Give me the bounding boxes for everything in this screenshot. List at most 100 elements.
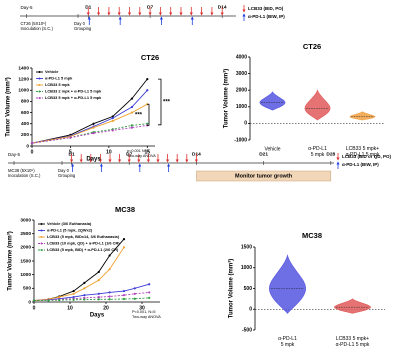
- legend-marker: [40, 236, 43, 238]
- data-point: [108, 291, 111, 294]
- y-tick-label: 500: [23, 286, 31, 292]
- y-tick-label: 0: [28, 299, 31, 305]
- data-point: [92, 132, 95, 135]
- y-tick-label: 2000: [20, 245, 31, 251]
- chart-title: MC38: [115, 205, 135, 214]
- series-line: [33, 283, 150, 302]
- series-line: [31, 103, 148, 144]
- timeline-legend: α-PD-L1 (BIW, IP): [342, 162, 379, 167]
- legend-label: LCB33 2 mpk + α-PD-L1 5 mpk: [45, 89, 102, 94]
- phase-box: [196, 170, 332, 182]
- data-point: [72, 289, 75, 293]
- y-tick-label: 600: [21, 110, 29, 116]
- x-tick-label: α-PD-L1 5 mpk: [308, 146, 327, 158]
- x-axis-label: Days: [90, 313, 105, 319]
- y-tick-label: 0: [249, 307, 252, 313]
- legend-marker: [38, 97, 41, 99]
- timeline-day: D28: [326, 151, 335, 157]
- data-point: [146, 78, 149, 81]
- y-tick-label: -500: [242, 327, 252, 333]
- data-point: [130, 105, 134, 109]
- data-point: [58, 295, 61, 299]
- x-tick-label: α-PD-L1 5 mpk: [278, 336, 297, 348]
- chart-title: CT26: [141, 53, 159, 62]
- y-tick-label: 1000: [241, 265, 252, 271]
- series-line: [31, 78, 148, 144]
- y-tick-label: 1000: [18, 88, 29, 94]
- data-point: [97, 270, 100, 274]
- y-tick-label: -1000: [234, 137, 247, 143]
- y-tick-label: 3000: [236, 71, 247, 77]
- y-tick-label: 0: [26, 143, 29, 149]
- data-point: [30, 142, 34, 145]
- data-point: [83, 298, 86, 301]
- timeline-legend: α-PD-L1 (BIW, IP): [248, 14, 285, 19]
- legend-label: LCB33 5 mpk: [45, 82, 70, 87]
- data-point: [122, 246, 126, 249]
- timeline-inoculation: MC38 (5X10⁵) Inoculation (S.C.): [8, 168, 41, 178]
- legend-marker: [38, 71, 41, 73]
- data-point: [83, 281, 86, 284]
- significance-bracket: [147, 103, 150, 126]
- data-point: [133, 297, 136, 300]
- y-tick-label: 1200: [18, 76, 29, 82]
- data-point: [58, 298, 61, 302]
- y-tick-label: 2000: [236, 88, 247, 94]
- significance: ***: [163, 100, 171, 106]
- data-point: [111, 117, 114, 120]
- legend-marker: [38, 77, 41, 80]
- data-point: [111, 115, 114, 118]
- stat-note: p<0.001 N=5: [127, 149, 149, 153]
- timeline-grouping: Day 0 Grouping: [58, 168, 76, 178]
- data-point: [83, 294, 86, 297]
- x-axis-label: Days: [86, 157, 101, 163]
- legend-label: LCB33 (5 mpk, BID) + α-PD-L1 (2/6 CR): [47, 247, 119, 252]
- y-tick-label: 1500: [241, 244, 252, 250]
- data-point: [122, 297, 126, 301]
- violin: [333, 298, 372, 314]
- chart-title: MC38: [302, 231, 322, 240]
- stat-note: Two-way ANOVA: [127, 154, 156, 158]
- data-point: [122, 294, 126, 297]
- y-axis-label: Tumor Volume (mm³): [228, 259, 235, 318]
- data-point: [69, 136, 72, 139]
- data-point: [32, 299, 36, 302]
- data-point: [97, 298, 100, 301]
- stat-note: Two-way ANOVA: [132, 315, 161, 319]
- x-tick-label: Vehicle: [264, 146, 280, 152]
- series-line: [33, 291, 150, 302]
- legend-marker: [40, 223, 43, 225]
- x-tick-label: 20: [103, 305, 109, 311]
- data-point: [130, 126, 134, 129]
- violin: [268, 254, 307, 314]
- data-point: [83, 296, 86, 299]
- data-point: [111, 129, 114, 132]
- data-point: [130, 124, 134, 127]
- data-point: [148, 283, 151, 286]
- data-point: [133, 287, 136, 290]
- data-point: [122, 289, 126, 293]
- timeline-start: Day-5: [8, 152, 21, 157]
- data-point: [72, 295, 75, 299]
- phase-label: Monitor tumor growth: [235, 173, 293, 179]
- significance: ***: [135, 112, 143, 118]
- data-point: [108, 268, 111, 271]
- data-point: [130, 111, 134, 114]
- data-point: [146, 89, 149, 92]
- y-tick-label: 1400: [18, 65, 29, 71]
- timeline-legend: LCB33 (BID, PO): [248, 6, 284, 11]
- legend-marker: [40, 249, 43, 251]
- violin: [304, 89, 331, 121]
- significance-bracket: [158, 78, 162, 126]
- x-tick-label: 10: [67, 305, 73, 311]
- y-tick-label: 4000: [236, 54, 247, 60]
- data-point: [83, 287, 86, 290]
- stat-note: P<0.001, N=5: [132, 310, 155, 314]
- series-line: [33, 297, 150, 302]
- x-tick-label: 30: [139, 305, 145, 311]
- x-tick-label: 10: [106, 149, 112, 155]
- x-tick-label: 0: [33, 305, 36, 311]
- y-tick-label: 500: [244, 286, 253, 292]
- data-point: [108, 254, 111, 257]
